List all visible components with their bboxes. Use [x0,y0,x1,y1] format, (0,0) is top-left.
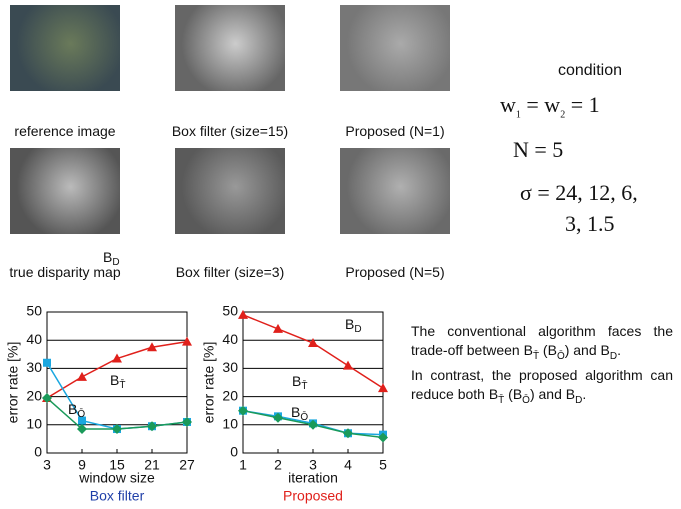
marker [273,324,283,333]
y-axis-label: error rate [%] [201,342,217,424]
series-line [243,315,383,388]
chart-title: Proposed [283,488,343,504]
chart-title: Box filter [90,488,145,504]
y-tick-label: 10 [26,416,42,432]
series-label: BD [345,316,362,335]
charts: 0102030405039152127window sizeBox filter… [0,0,681,509]
y-tick-label: 0 [230,444,238,460]
series-subscript: T̄ [119,378,125,391]
y-tick-label: 10 [222,416,238,432]
marker [343,361,353,370]
series-name: B [110,372,119,388]
x-tick-label: 2 [274,457,282,473]
x-tick-label: 1 [239,457,247,473]
series-label: BŌ [68,401,85,420]
y-axis-label: error rate [%] [5,342,21,424]
marker [238,310,248,319]
y-tick-label: 20 [26,387,42,403]
y-tick-label: 40 [222,331,238,347]
y-tick-label: 20 [222,387,238,403]
marker [43,359,51,367]
series-subscript: Ō [77,408,85,420]
marker [182,337,192,346]
series-subscript: D [354,324,361,335]
series-name: B [68,401,77,417]
series-subscript: T̄ [301,379,307,392]
series-name: B [103,249,112,265]
x-axis-label: window size [78,470,155,486]
series-name: B [291,404,300,420]
series-label: BD [103,249,120,268]
marker [77,372,87,381]
y-tick-label: 50 [222,303,238,319]
series-label: BT̄ [292,373,307,392]
series-name: B [345,316,354,332]
page: {"images":[{"caption":"reference image"}… [0,0,681,509]
x-tick-label: 27 [179,457,195,473]
y-tick-label: 0 [34,444,42,460]
y-tick-label: 40 [26,331,42,347]
marker [308,338,318,347]
y-tick-label: 30 [26,359,42,375]
marker [378,383,388,392]
series-line [47,342,187,398]
series-subscript: D [112,257,119,268]
series-label: BT̄ [110,372,125,391]
y-tick-label: 30 [222,359,238,375]
x-tick-label: 4 [344,457,352,473]
series-subscript: Ō [300,411,308,423]
y-tick-label: 50 [26,303,42,319]
plot-frame [243,312,383,453]
series-name: B [292,373,301,389]
x-axis-label: iteration [288,470,338,486]
x-tick-label: 3 [43,457,51,473]
x-tick-label: 5 [379,457,387,473]
